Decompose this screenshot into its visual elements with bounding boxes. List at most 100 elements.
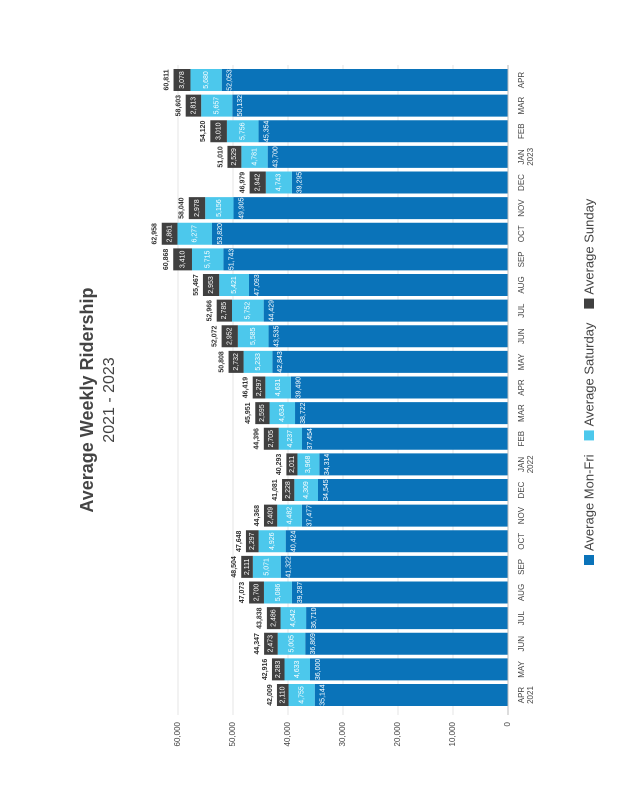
x-tick-label: APR2021: [517, 686, 535, 704]
legend-swatch: [584, 555, 594, 565]
value-label: 2,978: [194, 199, 201, 217]
value-label: 2,529: [231, 148, 238, 166]
bar-segment: [173, 248, 192, 271]
bar-segment: [271, 658, 285, 681]
legend-swatch: [584, 298, 594, 309]
x-tick-label: SEP: [517, 559, 526, 575]
value-label: 4,642: [290, 609, 297, 627]
x-tick-label: MAY: [517, 660, 526, 677]
total-label: 42,916: [262, 659, 269, 681]
bar-segment: [223, 248, 508, 271]
bar-segment: [263, 581, 292, 604]
value-label: 2,952: [227, 327, 234, 345]
x-tick-label: JUN: [517, 636, 526, 652]
x-tick-label: OCT: [517, 533, 526, 550]
value-label: 51,743: [228, 249, 235, 271]
bar-segment: [267, 145, 508, 168]
value-label: 36,000: [315, 659, 322, 681]
value-label: 2,486: [271, 609, 278, 627]
x-tick-label: FEB: [517, 431, 526, 447]
x-tick-label: MAR: [517, 97, 526, 115]
value-label: 2,942: [255, 174, 262, 192]
total-label: 46,419: [243, 377, 250, 399]
bar-segment: [305, 632, 508, 655]
bar-segment: [280, 607, 307, 630]
y-tick-label: 40,000: [283, 721, 292, 746]
bar-segment: [264, 632, 278, 655]
y-tick-label: 60,000: [173, 721, 182, 746]
value-label: 5,752: [245, 302, 252, 320]
bar-segment: [268, 325, 508, 348]
value-label: 52,053: [227, 69, 234, 91]
value-label: 2,011: [289, 456, 296, 473]
bar-segment: [302, 427, 508, 450]
legend-label: Average Sunday: [581, 198, 596, 294]
value-label: 50,132: [237, 95, 244, 117]
value-label: 41,322: [286, 556, 293, 578]
x-tick-label: AUG: [517, 276, 526, 293]
bar-segment: [232, 94, 509, 117]
value-label: 49,905: [238, 197, 245, 219]
total-label: 47,073: [239, 582, 246, 604]
value-label: 34,545: [323, 479, 330, 501]
y-tick-label: 50,000: [228, 721, 237, 746]
total-label: 54,120: [200, 120, 207, 142]
value-label: 3,010: [215, 122, 222, 140]
x-tick-label: NOV: [517, 506, 526, 524]
value-label: 2,283: [275, 661, 282, 679]
total-label: 41,081: [272, 479, 279, 501]
value-label: 4,482: [286, 507, 293, 525]
total-label: 55,467: [193, 274, 200, 296]
total-label: 44,368: [254, 505, 261, 527]
bar-segment: [269, 402, 296, 425]
total-label: 52,072: [211, 325, 218, 347]
bar-segment: [216, 299, 233, 322]
x-tick-label: NOV: [517, 199, 526, 217]
bar-segment: [285, 530, 508, 553]
bar-segment: [290, 376, 508, 399]
value-label: 2,297: [249, 532, 256, 550]
value-label: 4,743: [276, 174, 283, 192]
total-label: 40,293: [276, 454, 283, 476]
total-label: 43,838: [257, 607, 264, 629]
total-label: 48,504: [231, 556, 238, 578]
bar-segment: [295, 402, 508, 425]
value-label: 40,424: [291, 530, 298, 552]
value-label: 44,429: [268, 300, 275, 322]
bar-segment: [318, 479, 508, 501]
bar-segment: [276, 684, 289, 706]
value-label: 4,755: [298, 686, 305, 704]
total-label: 62,958: [152, 223, 159, 245]
value-label: 2,785: [221, 302, 228, 320]
bar-segment: [272, 350, 508, 373]
y-tick-label: 10,000: [448, 721, 457, 746]
bar-segment: [177, 222, 212, 245]
value-label: 2,705: [268, 430, 275, 448]
value-label: 43,535: [273, 325, 280, 347]
x-tick-label: APR: [517, 379, 526, 396]
bar-segment: [263, 427, 279, 450]
total-label: 46,979: [239, 172, 246, 194]
bar-segment: [278, 427, 303, 450]
bar-segment: [233, 197, 509, 220]
value-label: 5,156: [216, 199, 223, 217]
bar-segment: [280, 555, 508, 578]
bar-segment: [286, 453, 298, 476]
bar-segment: [232, 299, 264, 322]
value-label: 2,228: [285, 481, 292, 499]
bar-segment: [255, 402, 270, 425]
bar-segment: [219, 274, 249, 296]
value-label: 42,843: [277, 351, 284, 373]
value-label: 4,633: [294, 661, 301, 679]
bar-segment: [237, 325, 269, 348]
bar-segment: [301, 504, 508, 527]
x-tick-label: APR: [517, 72, 526, 89]
value-label: 2,732: [233, 353, 240, 371]
bar-segment: [227, 145, 242, 168]
value-label: 36,710: [311, 607, 318, 629]
bar-segment: [265, 376, 291, 399]
bar-segment: [263, 504, 278, 527]
x-tick-label: JUN: [517, 328, 526, 344]
x-tick-label: JAN2023: [517, 147, 535, 165]
